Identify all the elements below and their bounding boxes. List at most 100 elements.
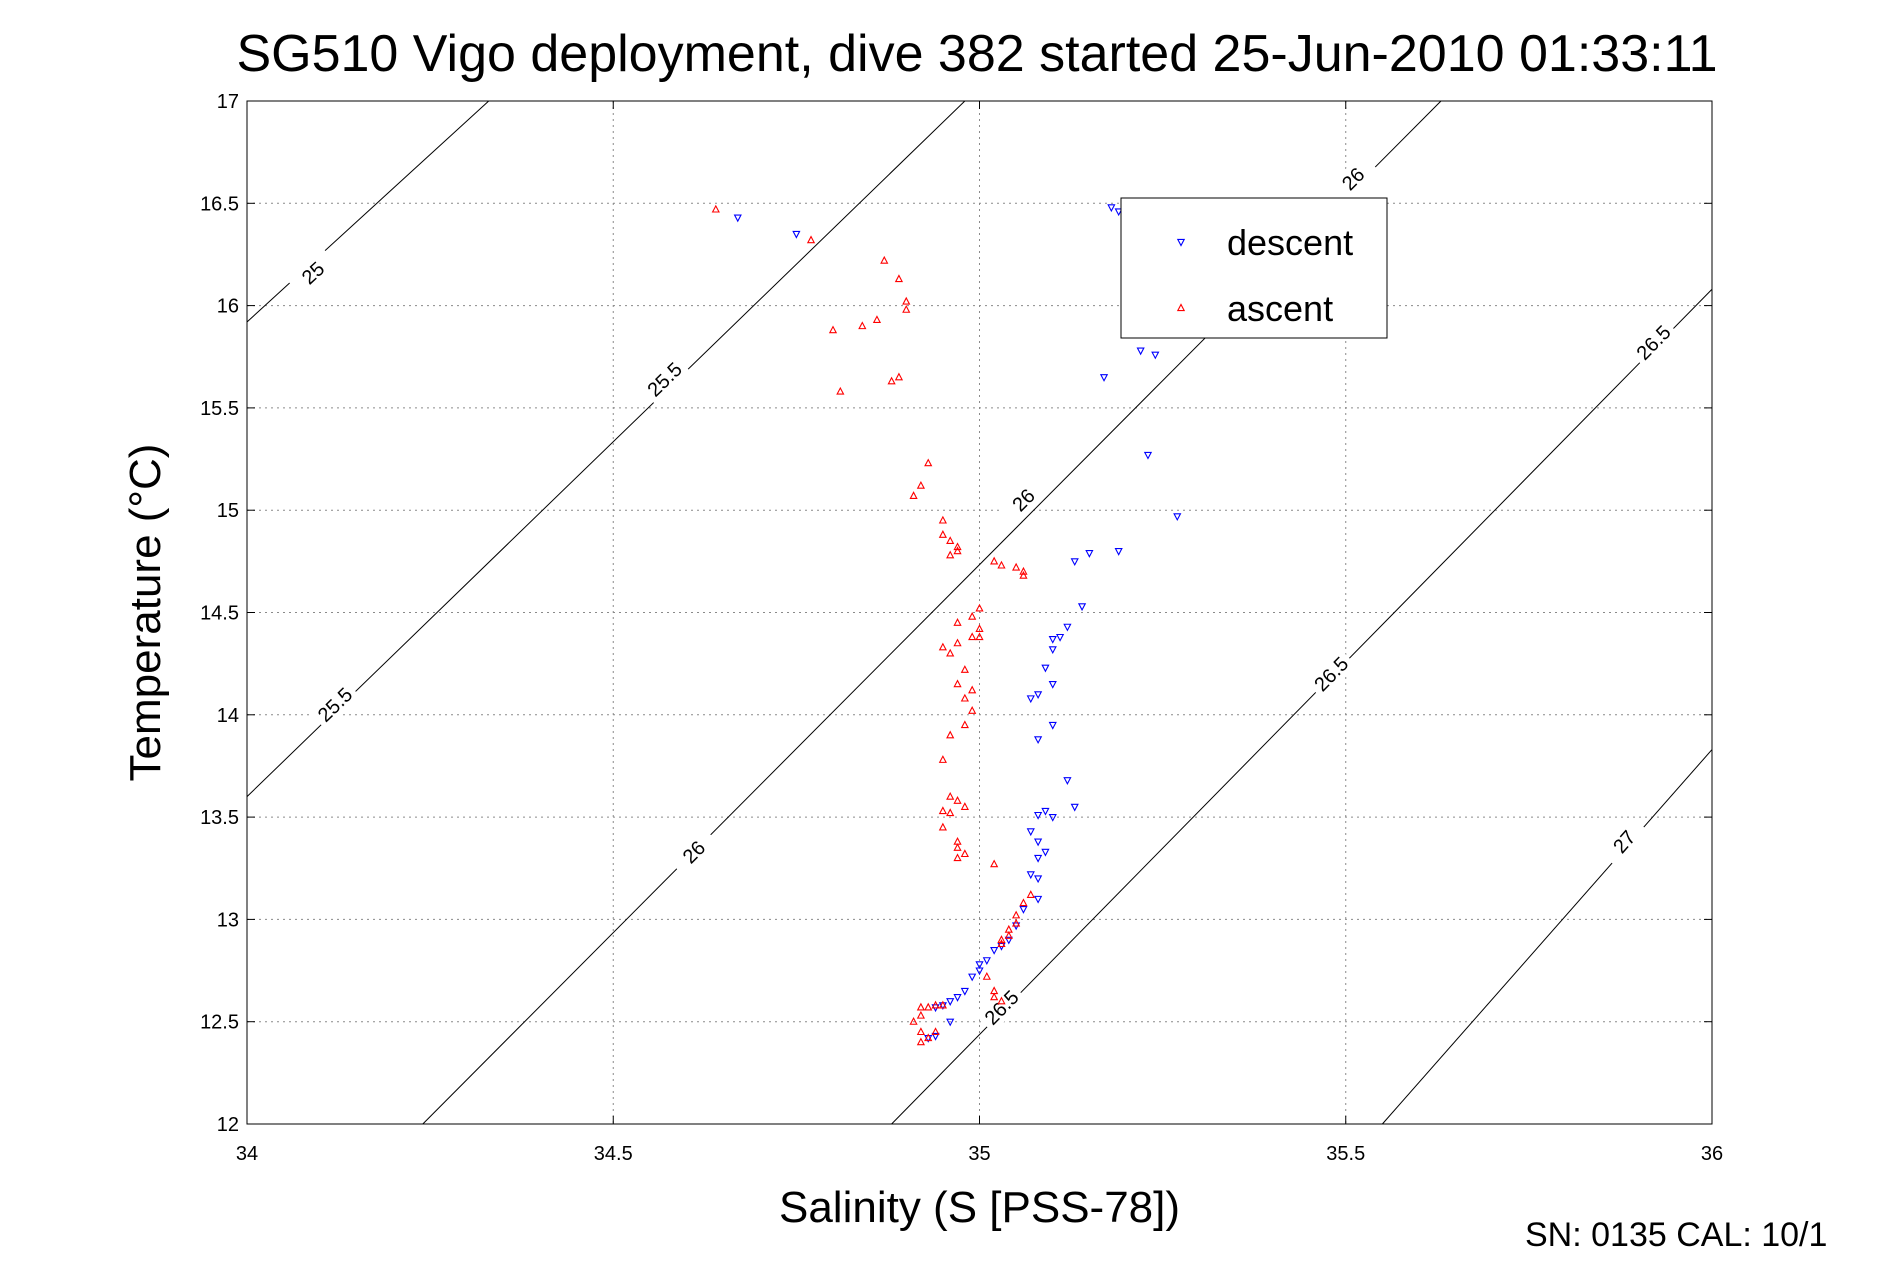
y-tick-label: 16.5	[200, 193, 239, 215]
ascent-point	[953, 853, 962, 862]
ascent-point	[953, 638, 962, 647]
ascent-point	[924, 1033, 933, 1042]
descent-point	[1041, 848, 1050, 857]
ascent-point	[953, 542, 962, 551]
ascent-point	[858, 321, 867, 330]
descent-point	[1114, 208, 1123, 217]
legend-marker-ascent	[1176, 303, 1186, 312]
ascent-point	[946, 791, 955, 800]
ascent-point	[909, 1016, 918, 1025]
contour-label-background	[1599, 815, 1649, 868]
ascent-point	[946, 550, 955, 559]
ascent-point	[960, 849, 969, 858]
ascent-point	[946, 536, 955, 545]
descent-point	[1055, 633, 1065, 642]
axis-ticks: 34 34.5 35 35.5 36 12 12.5 13 13.5 14 14.5 15 15.5 16…	[200, 91, 1723, 1165]
ascent-point	[836, 386, 845, 395]
ascent-point	[968, 706, 977, 714]
ascent-point	[997, 996, 1006, 1005]
ascent-point	[975, 603, 984, 612]
ascent-point	[1019, 566, 1028, 575]
ascent-point	[880, 255, 889, 264]
ascent-point	[1019, 570, 1028, 579]
descent-point	[1033, 838, 1043, 847]
ascent-point	[946, 648, 955, 657]
descent-point	[1041, 807, 1050, 816]
descent-point	[1048, 646, 1057, 655]
ascent-point	[938, 806, 947, 815]
ascent-point	[894, 274, 904, 283]
descent-point	[1048, 635, 1057, 644]
ascent-point	[931, 1027, 940, 1036]
ascent-point	[953, 679, 962, 688]
ascent-point	[946, 730, 955, 739]
y-tick-label: 17	[217, 91, 239, 113]
contour-label-background	[287, 247, 339, 298]
y-axis-label: Temperature (°C)	[121, 444, 170, 782]
descent-point	[1033, 811, 1043, 820]
y-tick-label: 14.5	[200, 603, 239, 625]
density-contour-line	[246, 100, 490, 323]
contour-label-background	[309, 679, 361, 730]
x-tick-label: 36	[1701, 1143, 1723, 1165]
contour-label-background	[668, 826, 720, 878]
ascent-point	[902, 296, 911, 305]
y-tick-label: 16	[217, 296, 239, 318]
descent-point	[946, 1018, 955, 1027]
ascent-point	[1012, 910, 1021, 919]
descent-point	[975, 967, 984, 976]
descent-point	[1019, 906, 1028, 914]
descent-point	[1114, 548, 1123, 556]
contour-label-background	[1305, 648, 1357, 700]
descent-point	[1107, 204, 1116, 213]
ascent-point	[916, 1037, 926, 1046]
descent-point	[1048, 680, 1057, 689]
ascent-point	[916, 1002, 926, 1011]
descent-point	[1026, 695, 1035, 704]
x-tick-label: 35.5	[1326, 1143, 1365, 1165]
ascent-point	[938, 530, 947, 538]
descent-point	[946, 998, 955, 1006]
descent-point	[1033, 736, 1043, 745]
x-tick-label: 34	[236, 1143, 258, 1165]
contour-label-background	[998, 474, 1049, 526]
ascent-point	[990, 859, 999, 868]
serial-calibration-footer: SN: 0135 CAL: 10/1	[1525, 1216, 1827, 1254]
y-tick-label: 13	[217, 909, 239, 931]
ascent-point	[975, 632, 984, 641]
descent-point	[1033, 895, 1043, 904]
ascent-point	[946, 808, 955, 817]
descent-point	[1033, 691, 1043, 700]
descent-point	[1041, 664, 1050, 673]
ascent-point	[909, 491, 918, 499]
legend-label-descent: descent	[1227, 222, 1353, 263]
ascent-point	[938, 1000, 947, 1009]
ascent-point	[990, 992, 999, 1001]
legend-box	[1120, 197, 1388, 339]
ascent-point	[938, 822, 947, 831]
ascent-point	[953, 618, 962, 626]
descent-series	[733, 204, 1182, 1043]
y-tick-label: 15	[217, 500, 239, 522]
grid-lines	[247, 101, 1712, 1124]
x-tick-label: 35	[968, 1143, 990, 1165]
descent-point	[1151, 351, 1160, 360]
ascent-point	[828, 325, 838, 334]
descent-point	[1143, 451, 1153, 460]
descent-point	[1033, 875, 1043, 884]
ascent-point	[924, 1002, 933, 1011]
ascent-point	[916, 1027, 926, 1036]
descent-point	[982, 957, 991, 966]
descent-point	[931, 1032, 940, 1041]
ascent-point	[960, 720, 969, 729]
ascent-point	[997, 939, 1006, 948]
ascent-point	[997, 560, 1006, 569]
ascent-point	[711, 204, 720, 213]
descent-point	[968, 973, 977, 982]
ascent-point	[997, 935, 1006, 943]
ascent-point	[990, 556, 999, 565]
y-tick-label: 14	[217, 705, 239, 727]
